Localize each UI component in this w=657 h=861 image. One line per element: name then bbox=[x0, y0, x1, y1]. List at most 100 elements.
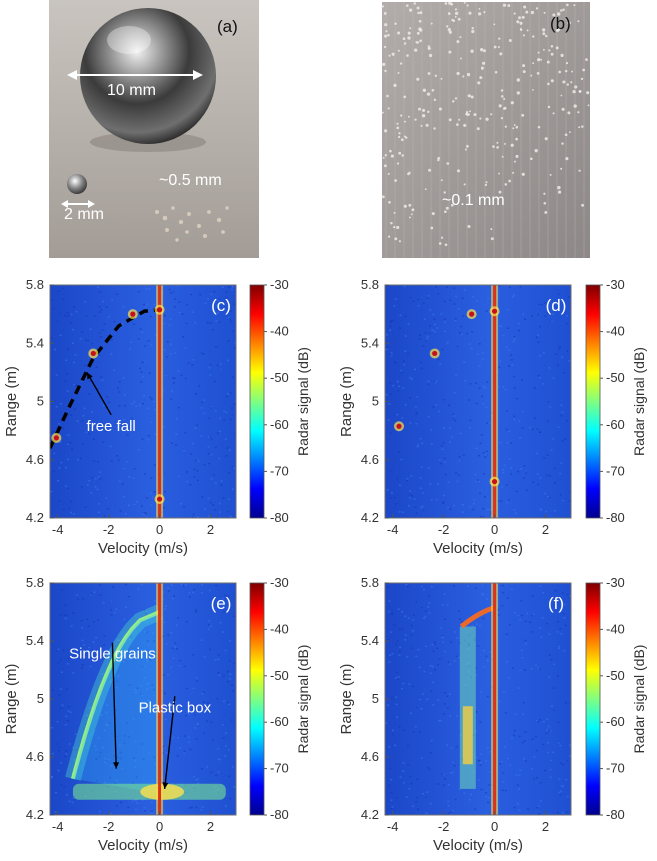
noise-speck bbox=[116, 779, 119, 782]
noise-speck bbox=[225, 455, 228, 457]
noise-speck bbox=[546, 623, 548, 625]
noise-speck bbox=[143, 807, 146, 809]
noise-speck bbox=[173, 377, 176, 380]
noise-speck bbox=[437, 358, 440, 361]
noise-speck bbox=[462, 454, 465, 457]
noise-speck bbox=[560, 404, 563, 406]
noise-speck bbox=[549, 768, 552, 771]
noise-speck bbox=[67, 706, 70, 708]
noise-speck bbox=[469, 676, 472, 679]
noise-speck bbox=[396, 380, 399, 383]
noise-speck bbox=[505, 484, 508, 486]
noise-speck bbox=[475, 447, 478, 450]
noise-speck bbox=[539, 354, 542, 357]
noise-speck bbox=[140, 381, 143, 383]
noise-speck bbox=[550, 759, 553, 762]
noise-speck bbox=[83, 644, 86, 646]
noise-speck bbox=[133, 503, 136, 506]
noise-speck bbox=[213, 474, 216, 476]
noise-speck bbox=[484, 387, 487, 389]
noise-speck bbox=[474, 667, 477, 669]
noise-speck bbox=[409, 422, 412, 424]
noise-speck bbox=[214, 482, 217, 484]
noise-speck bbox=[184, 584, 187, 586]
noise-speck bbox=[395, 797, 398, 799]
noise-speck bbox=[558, 791, 561, 794]
noise-speck bbox=[228, 472, 230, 474]
noise-speck bbox=[556, 675, 559, 677]
noise-speck bbox=[102, 441, 105, 443]
zero-velocity-line bbox=[158, 285, 162, 518]
y-tick-label: 5 bbox=[37, 394, 44, 409]
zero-velocity-line bbox=[493, 583, 497, 815]
noise-speck bbox=[504, 388, 507, 391]
noise-speck bbox=[52, 308, 55, 310]
noise-speck bbox=[437, 293, 440, 295]
noise-speck bbox=[63, 755, 66, 758]
noise-speck bbox=[184, 347, 187, 349]
noise-speck bbox=[483, 386, 486, 388]
noise-speck bbox=[559, 627, 562, 630]
noise-speck bbox=[558, 298, 561, 300]
noise-speck bbox=[536, 428, 539, 430]
noise-speck bbox=[212, 329, 214, 331]
noise-speck bbox=[206, 720, 209, 722]
noise-speck bbox=[502, 471, 505, 474]
noise-speck bbox=[519, 669, 522, 672]
noise-speck bbox=[145, 612, 148, 615]
noise-speck bbox=[563, 616, 566, 619]
colorbar-tick-label: -60 bbox=[606, 714, 625, 729]
noise-speck bbox=[484, 496, 486, 498]
noise-speck bbox=[396, 477, 399, 480]
noise-speck bbox=[106, 396, 109, 398]
noise-speck bbox=[130, 636, 133, 638]
noise-speck bbox=[164, 491, 167, 493]
noise-speck bbox=[116, 639, 119, 641]
noise-speck bbox=[518, 788, 521, 790]
noise-speck bbox=[545, 510, 548, 513]
x-axis-label: Velocity (m/s) bbox=[433, 540, 523, 557]
noise-speck bbox=[193, 588, 196, 591]
event-point bbox=[53, 435, 59, 441]
noise-speck bbox=[552, 751, 555, 754]
noise-speck bbox=[421, 505, 424, 508]
noise-speck bbox=[487, 801, 489, 804]
y-axis-label: Range (m) bbox=[3, 664, 20, 735]
noise-speck bbox=[99, 656, 102, 658]
noise-speck bbox=[173, 646, 176, 648]
noise-speck bbox=[81, 627, 84, 629]
noise-speck bbox=[541, 617, 544, 619]
noise-speck bbox=[212, 504, 215, 506]
noise-speck bbox=[58, 467, 61, 469]
noise-speck bbox=[65, 753, 68, 755]
panel-label: (f) bbox=[548, 594, 564, 613]
noise-speck bbox=[547, 312, 550, 315]
noise-speck bbox=[443, 650, 446, 653]
event-point bbox=[156, 307, 163, 313]
noise-speck bbox=[478, 644, 481, 646]
noise-speck bbox=[124, 422, 127, 425]
noise-speck bbox=[455, 746, 458, 748]
noise-speck bbox=[419, 731, 422, 733]
noise-speck bbox=[521, 379, 524, 381]
noise-speck bbox=[153, 756, 156, 759]
noise-speck bbox=[148, 752, 150, 755]
noise-speck bbox=[110, 609, 113, 611]
noise-speck bbox=[220, 480, 223, 482]
noise-speck bbox=[183, 665, 186, 668]
noise-speck bbox=[390, 352, 393, 354]
noise-speck bbox=[446, 603, 449, 606]
noise-speck bbox=[154, 433, 157, 435]
noise-speck bbox=[215, 346, 218, 348]
noise-speck bbox=[217, 658, 220, 661]
noise-speck bbox=[110, 677, 113, 679]
noise-speck bbox=[451, 810, 454, 812]
noise-speck bbox=[469, 419, 472, 422]
noise-speck bbox=[81, 420, 84, 422]
noise-speck bbox=[461, 297, 464, 299]
noise-speck bbox=[65, 466, 67, 469]
noise-speck bbox=[516, 803, 519, 805]
noise-speck bbox=[433, 669, 436, 671]
event-point bbox=[156, 496, 163, 502]
noise-speck bbox=[217, 299, 220, 301]
